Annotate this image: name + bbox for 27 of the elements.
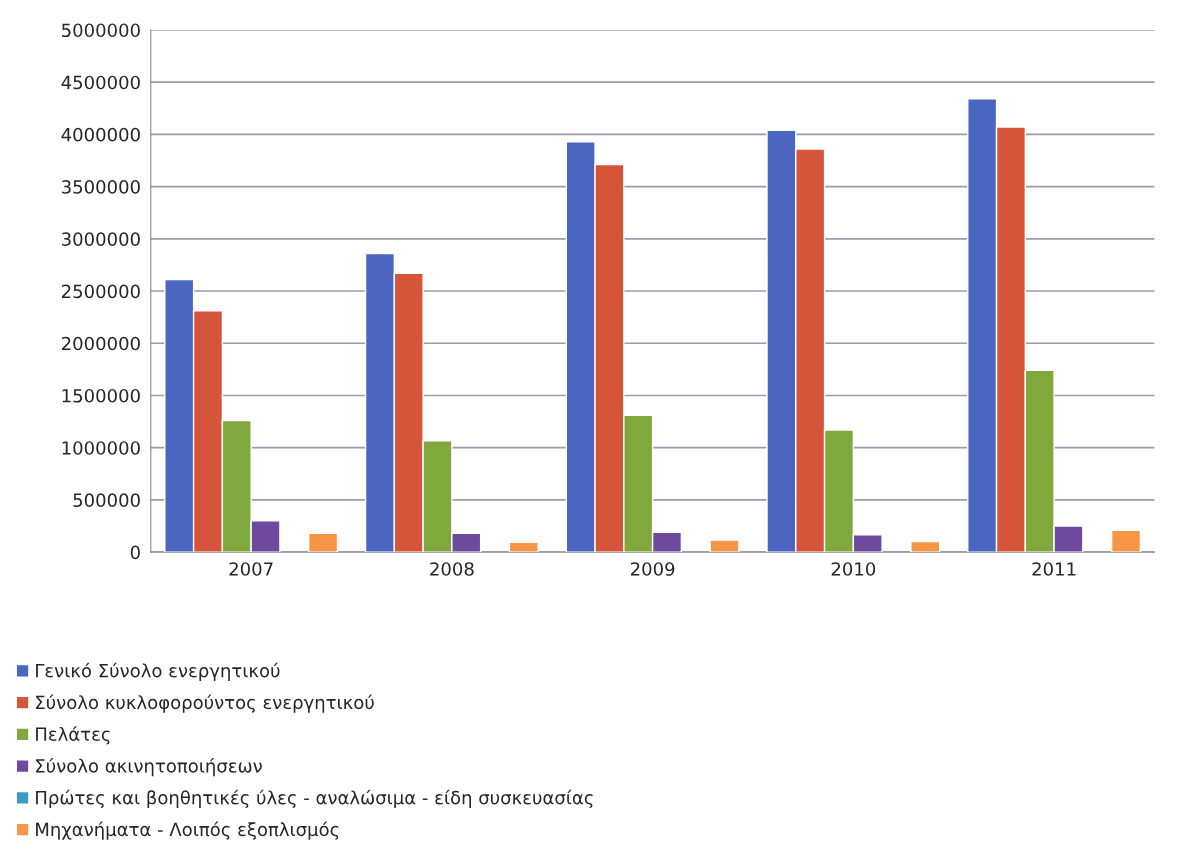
legend-label: Σύνολο κυκλοφορούντος ενεργητικού [36, 694, 374, 713]
bar [307, 532, 339, 553]
legend-label: Γενικό Σύνολο ενεργητικού [36, 662, 280, 681]
y-tick-label: 4000000 [61, 127, 140, 142]
x-tick-label: 2007 [229, 562, 273, 576]
bar [508, 541, 539, 553]
legend-label: Σύνολο ακινητοποιήσεων [36, 758, 262, 777]
bar [709, 539, 740, 553]
y-tick-label: 5000000 [62, 23, 140, 38]
y-tick-label: 2000000 [61, 336, 140, 351]
legend-label: Πελάτες [36, 726, 110, 745]
x-tick-label: 2011 [1032, 562, 1076, 576]
y-tick-label: 4500000 [61, 75, 140, 90]
x-tick-label: 2010 [831, 562, 876, 576]
y-tick-label: 3000000 [62, 232, 140, 246]
legend-label: Πρώτες και βοηθητικές ύλες - αναλώσιμα - είδη συσκευασίας [36, 789, 593, 808]
bar [910, 540, 941, 553]
y-tick-label: 500000 [73, 493, 140, 508]
legend-label: Μηχανήματα - Λοιπός εξοπλισμός [36, 821, 339, 840]
x-tick-label: 2009 [630, 562, 675, 576]
y-tick-label: 1500000 [62, 388, 140, 403]
y-tick-label: 1000000 [62, 441, 140, 455]
y-tick-label: 3500000 [62, 180, 140, 194]
bar [1110, 529, 1142, 553]
y-tick-label: 0 [130, 545, 140, 560]
x-tick-label: 2008 [430, 562, 474, 576]
y-tick-label: 2500000 [61, 284, 140, 299]
